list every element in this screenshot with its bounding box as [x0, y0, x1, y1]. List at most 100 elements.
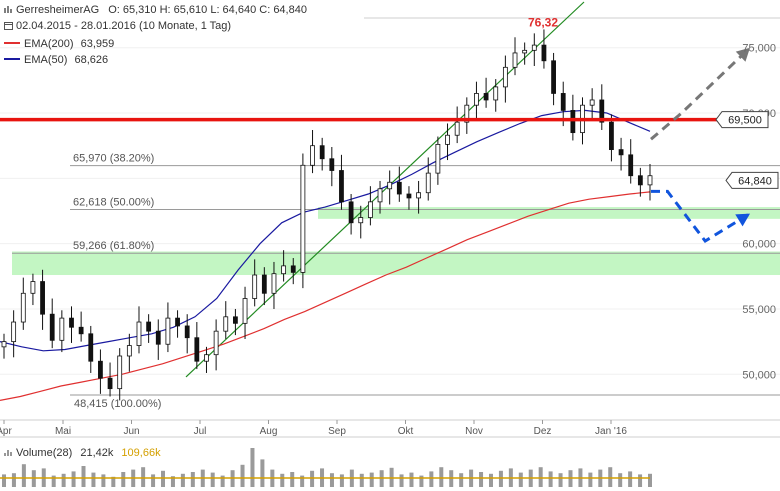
x-tick-label: Jul	[194, 426, 207, 437]
x-tick-label: Sep	[328, 426, 346, 437]
volume-bar	[329, 473, 334, 487]
candle-body	[20, 292, 26, 323]
fib-label: 48,415 (100.00%)	[74, 398, 161, 410]
ema200-swatch	[4, 42, 20, 44]
volume-bar	[220, 475, 225, 487]
candle-body	[69, 317, 74, 328]
volume-bar	[419, 475, 424, 487]
candle-body	[300, 164, 306, 273]
candle-body	[502, 66, 508, 88]
candle-body	[445, 134, 450, 145]
candle-body	[204, 354, 209, 362]
ema200-line	[0, 191, 651, 401]
ema200-label: EMA(200)	[24, 38, 74, 50]
candle-body	[599, 99, 605, 123]
candle-body	[30, 281, 36, 294]
candle-body	[165, 317, 171, 345]
volume-bar	[300, 475, 305, 487]
candle-body	[541, 44, 547, 62]
x-tick-label: Aug	[260, 426, 278, 437]
candle-body	[11, 321, 17, 343]
moving-averages	[0, 109, 651, 401]
volume-bar	[359, 473, 364, 487]
y-tick-label: 75,000	[742, 43, 776, 55]
candle-body	[348, 201, 354, 224]
candle-body	[213, 330, 219, 356]
candle-body	[589, 99, 595, 106]
volume-bar	[2, 474, 6, 487]
volume-bar	[518, 472, 523, 487]
chart-type-icon[interactable]	[4, 5, 13, 14]
volume-bar	[538, 467, 543, 487]
ema50-line	[0, 109, 651, 352]
header-range: 02.04.2015 - 28.01.2016 (10 Monate, 1 Ta…	[4, 20, 231, 32]
x-tick-label: Nov	[465, 426, 483, 437]
candle-body	[560, 93, 566, 111]
candle-body	[425, 172, 431, 194]
candle-body	[512, 52, 518, 68]
ema200-value: 63,959	[80, 38, 115, 50]
x-tick-label: Jun	[123, 426, 139, 437]
y-tick-label: 55,000	[742, 304, 776, 316]
ema50-value: 68,626	[74, 54, 109, 66]
candle-body	[126, 345, 132, 357]
candle-body	[522, 49, 528, 54]
volume-bar	[488, 473, 493, 487]
forecast-up-arrowhead	[735, 47, 750, 62]
last-price-label: 64,840	[738, 175, 772, 187]
volume-bar	[558, 473, 563, 487]
fib-label: 59,266 (61.80%)	[73, 240, 154, 252]
volume-bar	[180, 473, 185, 487]
candle-body	[107, 377, 113, 390]
candle-body	[329, 158, 335, 171]
x-axis: Apr Mai Jun Jul Aug Sep Okt Nov Dez Jan '16	[0, 420, 627, 437]
ema50-label: EMA(50)	[24, 54, 68, 66]
candle-body	[416, 192, 421, 199]
candle-body	[551, 60, 556, 94]
volume-bar	[111, 476, 116, 487]
candle-body	[194, 337, 200, 362]
volume-bar	[210, 472, 215, 487]
candle-body	[339, 170, 344, 203]
trendline	[185, 1, 585, 378]
volume-bar	[240, 464, 245, 487]
y-tick-label: 50,000	[742, 369, 776, 381]
volume-bar	[121, 472, 126, 487]
candle-body	[281, 265, 287, 275]
resistance-price-box	[715, 111, 769, 129]
volume-bar	[339, 474, 344, 487]
x-tick-label: Apr	[0, 426, 12, 437]
candle-body	[628, 154, 634, 177]
candle-body	[136, 321, 142, 346]
calendar-icon	[4, 21, 13, 30]
x-tick-label: Mai	[55, 426, 71, 437]
x-tick-label: Okt	[398, 426, 414, 437]
volume-bar	[479, 472, 484, 487]
legend-ema200[interactable]: EMA(200) 63,959	[4, 38, 114, 50]
volume-bar	[61, 473, 66, 487]
resistance-price-label: 69,500	[728, 115, 762, 127]
volume-bar	[648, 473, 652, 487]
volume-bar	[439, 467, 444, 487]
candle-body	[261, 274, 267, 294]
candle-body	[618, 149, 624, 156]
support-zone	[318, 207, 780, 219]
volume-bar	[151, 474, 156, 487]
legend-ema50[interactable]: EMA(50) 68,626	[4, 54, 108, 66]
candle-body	[367, 201, 373, 218]
support-zones	[12, 207, 780, 276]
candle-body	[146, 321, 152, 332]
date-range: 02.04.2015 - 28.01.2016 (10 Monate, 1 Ta…	[16, 20, 232, 32]
candle-body	[233, 316, 238, 324]
volume-bar	[91, 472, 96, 487]
volume-bar	[588, 472, 593, 487]
candle-body	[310, 145, 315, 166]
volume-bar	[459, 473, 464, 487]
volume-bar	[608, 467, 613, 487]
volume-bar	[548, 471, 553, 487]
volume-label: Volume(28)	[16, 447, 73, 459]
candle-body	[531, 44, 537, 51]
candle-body	[40, 281, 45, 315]
candle-body	[570, 110, 576, 134]
forecast-arrows	[650, 46, 752, 243]
